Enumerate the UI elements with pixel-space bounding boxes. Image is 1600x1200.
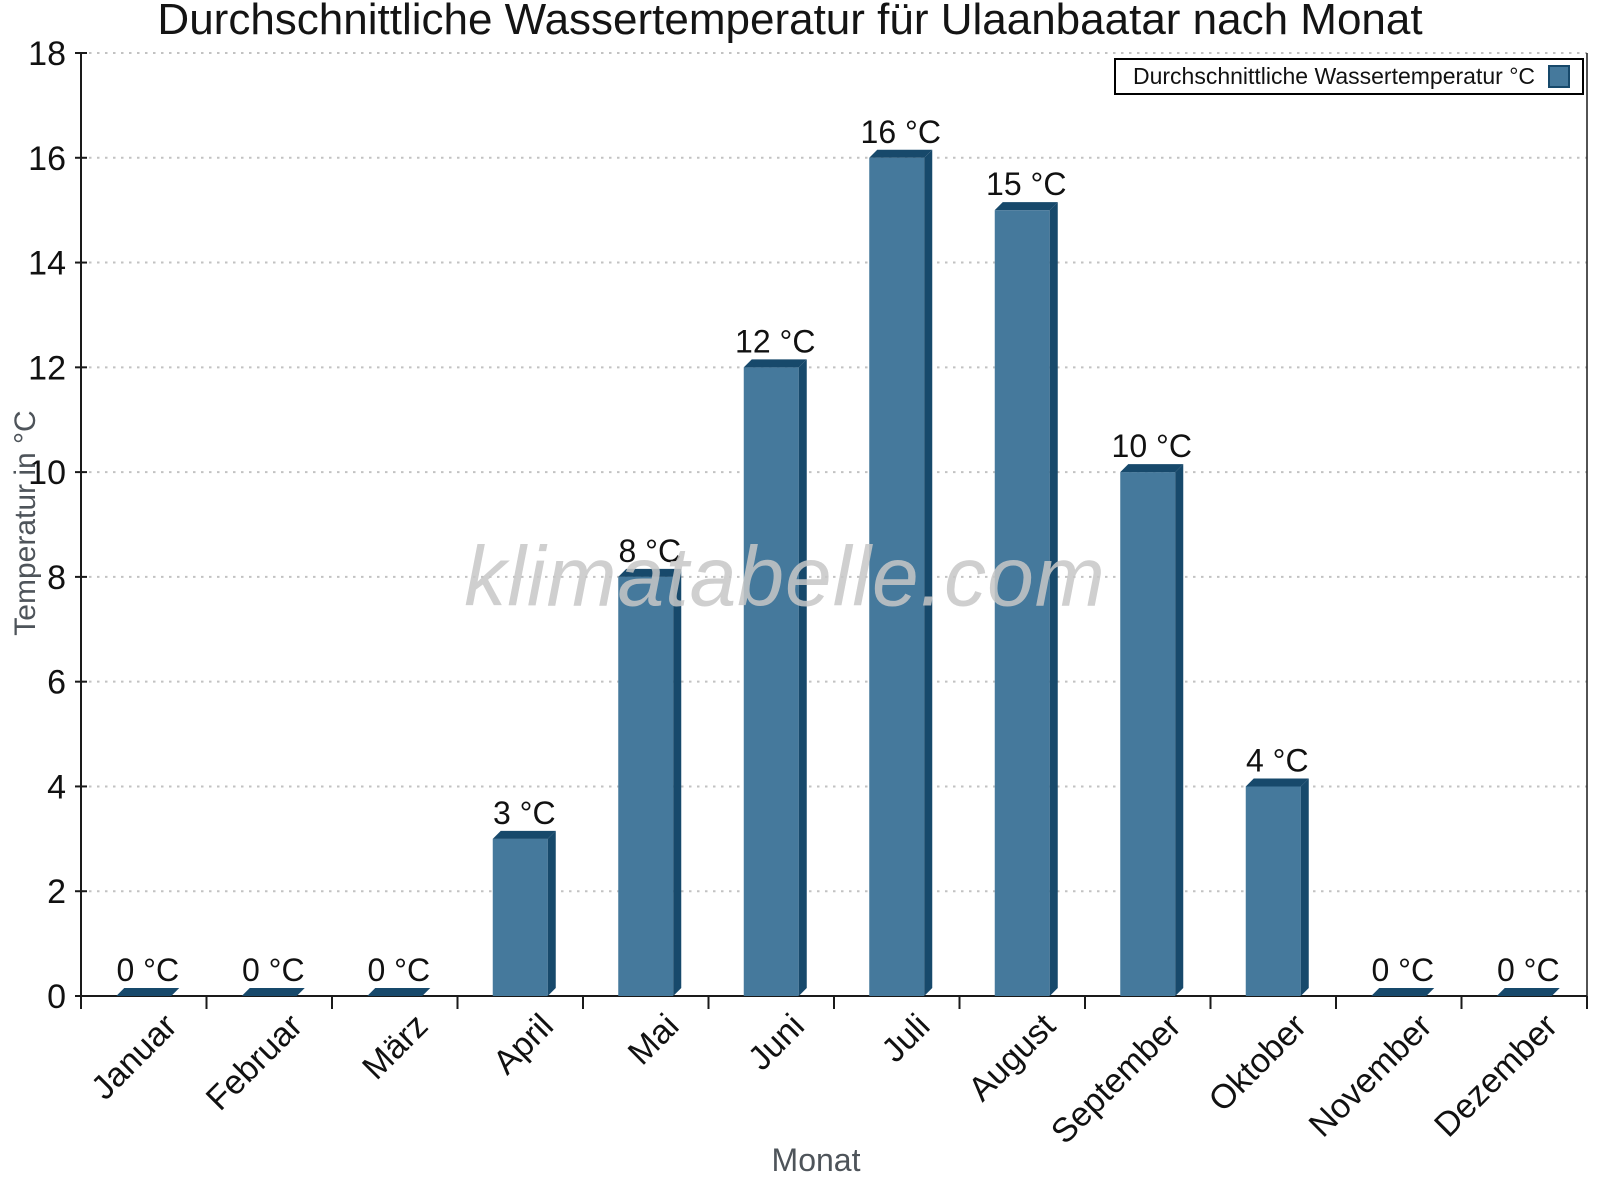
y-tick-label: 2 [47, 873, 66, 911]
y-tick-label: 8 [47, 559, 66, 597]
bar-value-label: 0 °C [116, 952, 179, 988]
bar-face [1245, 786, 1301, 996]
x-tick-label: August [961, 1006, 1063, 1108]
bar-side [798, 359, 807, 996]
x-tick-label: April [486, 1007, 561, 1082]
bar-value-label: 4 °C [1246, 742, 1309, 778]
bar-top [1120, 464, 1184, 473]
bar-side [1175, 464, 1184, 997]
bar-face [1120, 472, 1176, 997]
bar-value-label: 0 °C [1371, 952, 1434, 988]
bar-face [618, 576, 674, 996]
bar-top [994, 202, 1058, 211]
legend-swatch [1548, 65, 1570, 88]
bar-value-label: 8 °C [618, 533, 681, 569]
bar-value-label: 16 °C [861, 114, 941, 150]
bar-side [924, 149, 933, 996]
bar-top [1371, 988, 1435, 996]
bar-value-label: 3 °C [493, 795, 556, 831]
bar-top [618, 568, 682, 577]
y-tick-label: 6 [47, 664, 66, 702]
chart-title: Durchschnittliche Wassertemperatur für U… [157, 0, 1423, 44]
bar-value-label: 0 °C [1497, 952, 1560, 988]
x-tick-label: März [355, 1007, 435, 1087]
bar-value-label: 0 °C [367, 952, 430, 988]
bar-side [1049, 202, 1058, 996]
bar-top [116, 988, 180, 996]
y-tick-label: 10 [28, 454, 66, 492]
y-tick-label: 12 [28, 349, 66, 387]
bar-face [743, 367, 799, 996]
x-tick-label: Oktober [1202, 1007, 1314, 1119]
bar-top [1245, 778, 1309, 787]
x-tick-label: September [1044, 1007, 1188, 1151]
legend-label: Durchschnittliche Wassertemperatur °C [1132, 63, 1535, 89]
x-axis-title: Monat [771, 1142, 861, 1178]
y-tick-label: 16 [28, 140, 66, 178]
bar-side [547, 830, 556, 996]
bar-top [869, 149, 933, 158]
bar-top [492, 830, 556, 839]
bar-top [241, 988, 305, 996]
x-tick-label: Dezember [1427, 1007, 1565, 1145]
x-tick-label: Juli [874, 1007, 937, 1070]
x-tick-label: Februar [199, 1007, 310, 1118]
x-tick-label: Juni [741, 1007, 812, 1078]
bar-side [673, 568, 682, 996]
x-tick-label: Mai [621, 1007, 687, 1073]
x-tick-label: November [1302, 1007, 1440, 1145]
y-tick-label: 14 [28, 245, 66, 283]
bar-value-label: 0 °C [242, 952, 305, 988]
bar-value-label: 12 °C [735, 323, 815, 359]
bar-value-label: 15 °C [986, 166, 1066, 202]
bar-side [1300, 778, 1309, 996]
y-axis-title: Temperatur in °C [9, 410, 42, 636]
y-tick-label: 4 [47, 768, 66, 806]
bar-top [1496, 988, 1560, 996]
legend: Durchschnittliche Wassertemperatur °C [1113, 58, 1584, 95]
bar-value-label: 10 °C [1112, 428, 1192, 464]
bar-top [743, 359, 807, 368]
bar-face [994, 210, 1050, 996]
bar-top [367, 988, 431, 996]
bar-face [492, 838, 548, 996]
y-tick-label: 18 [28, 35, 66, 73]
bar-face [869, 157, 925, 996]
y-tick-label: 0 [47, 978, 66, 1016]
x-tick-label: Januar [84, 1007, 184, 1107]
watermark: klimatabelle.com [464, 529, 1106, 624]
